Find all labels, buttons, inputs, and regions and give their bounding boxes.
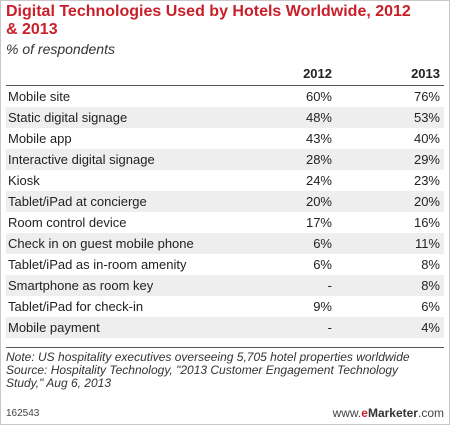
value-2012: - [327,320,332,335]
value-2013: 8% [421,278,440,293]
value-2013: 11% [414,236,440,251]
row-label: Check in on guest mobile phone [8,236,194,251]
value-2012: 17% [305,215,332,230]
value-2013: 6% [421,299,440,314]
value-2013: 8% [421,257,440,272]
value-2012: - [327,278,332,293]
value-2012: 24% [305,173,332,188]
value-2012: 48% [305,110,332,125]
value-2012: 43% [305,131,332,146]
row-label: Room control device [8,215,127,230]
table-row: Mobile payment - 4% [6,317,444,338]
table-header-row: 2012 2013 [6,63,444,86]
value-2013: 16% [413,215,440,230]
emarketer-logo[interactable]: www.eMarketer.com [333,406,444,420]
value-2013: 20% [413,194,440,209]
brand-prefix: www. [332,406,362,420]
data-table: 2012 2013 Mobile site 60% 76% Static digita… [6,63,444,338]
note-text: Note: US hospitality executives overseei… [6,350,410,364]
table-row: Mobile site 60% 76% [6,86,444,107]
source-text: Source: Hospitality Technology, "2013 Cu… [6,363,399,390]
table-row: Interactive digital signage 28% 29% [6,149,444,170]
chart-id: 162543 [6,408,40,419]
table-row: Tablet/iPad as in-room amenity 6% 8% [6,254,444,275]
table-row: Check in on guest mobile phone 6% 11% [6,233,444,254]
table-bottom-rule [6,347,444,348]
row-label: Tablet/iPad at concierge [8,194,147,209]
chart-title: Digital Technologies Used by Hotels Worl… [6,3,411,38]
row-label: Smartphone as room key [8,278,154,293]
row-label: Tablet/iPad as in-room amenity [8,257,187,272]
table-row: Mobile app 43% 40% [6,128,444,149]
value-2012: 28% [305,152,332,167]
brand-suffix: .com [417,406,444,420]
chart-notes: Note: US hospitality executives overseei… [6,351,436,390]
value-2012: 6% [313,236,332,251]
chart-subtitle: % of respondents [6,41,115,57]
value-2012: 9% [313,299,332,314]
row-label: Kiosk [8,173,40,188]
table-row: Static digital signage 48% 53% [6,107,444,128]
row-label: Static digital signage [8,110,128,125]
table-row: Smartphone as room key - 8% [6,275,444,296]
value-2013: 4% [421,320,440,335]
value-2013: 76% [413,89,440,104]
value-2012: 20% [305,194,332,209]
value-2013: 23% [413,173,440,188]
row-label: Interactive digital signage [8,152,155,167]
table-row: Tablet/iPad for check-in 9% 6% [6,296,444,317]
table-row: Kiosk 24% 23% [6,170,444,191]
value-2012: 60% [305,89,332,104]
value-2012: 6% [313,257,332,272]
brand-e: e [361,406,368,420]
table-row: Tablet/iPad at concierge 20% 20% [6,191,444,212]
row-label: Mobile payment [8,320,100,335]
value-2013: 40% [413,131,440,146]
table-row: Room control device 17% 16% [6,212,444,233]
column-header-2013: 2013 [411,66,440,81]
brand-name: Marketer [367,406,418,420]
row-label: Mobile site [8,89,71,104]
row-label: Tablet/iPad for check-in [8,299,144,314]
table-body: Mobile site 60% 76% Static digital signage 4… [6,86,444,338]
column-header-2012: 2012 [303,66,332,81]
row-label: Mobile app [8,131,72,146]
value-2013: 29% [413,152,440,167]
value-2013: 53% [413,110,440,125]
